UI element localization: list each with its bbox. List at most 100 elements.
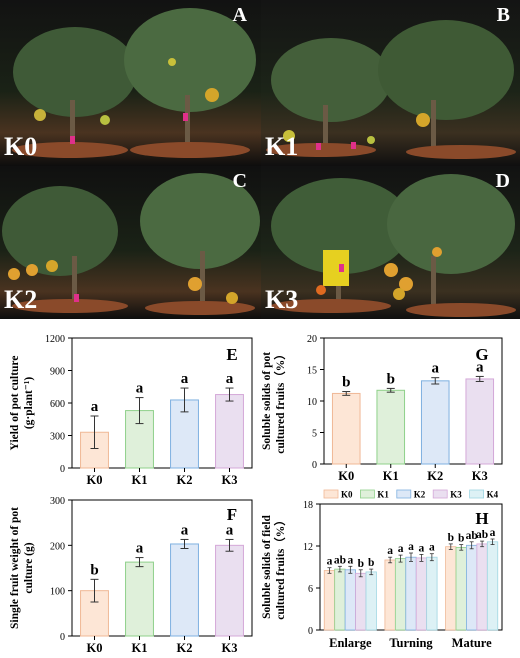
significance-label: a [398,543,404,555]
y-tick-label: 5 [312,429,317,440]
bar-k2 [466,544,478,631]
y-tick-label: 0 [60,464,65,475]
significance-label: b [458,533,464,545]
x-tick-label: K0 [338,469,354,483]
bar-k1 [394,558,407,631]
tree-illustration [266,20,516,159]
y-axis-label: Soluble solids of pot cultured fruits（%） [261,348,287,454]
legend-label: K1 [377,490,389,500]
significance-label: a [347,554,353,566]
tree-illustration [2,173,260,315]
significance-label: ab [334,554,346,566]
bar-k2 [344,569,356,631]
legend-swatch-k0 [323,489,339,499]
treatment-label: K0 [4,132,38,161]
bar-k2 [420,380,450,465]
photo-panel-d: D K3 [261,166,520,319]
panel-letter: A [232,4,247,26]
treatment-label: K2 [4,285,38,314]
y-axis-label-line: Soluble solids of pot [261,352,273,450]
y-axis-label-line: Soluble solids of field [261,514,273,618]
y-tick-label: 10 [307,397,317,408]
y-axis-label-line: (g·plant⁻¹) [23,377,35,429]
y-axis-label-line: Yield of pot culture [9,356,21,451]
x-tick-label: K0 [87,473,103,487]
significance-label: ab [466,530,478,542]
x-tick-label: Turning [389,636,433,650]
treatment-label: K3 [265,285,299,314]
plot-frame [71,499,253,637]
significance-label: b [358,558,364,570]
significance-label: b [90,562,98,578]
significance-label: a [136,381,144,397]
x-tick-label: K3 [472,469,488,483]
legend: K0 K1 K2 K3 K4 [323,489,499,500]
significance-label: b [387,371,395,387]
x-tick-label: K3 [222,473,238,487]
legend-label: K0 [341,490,353,500]
significance-label: a [136,541,144,557]
x-tick-label: K2 [177,641,193,655]
y-tick-label: 6 [308,584,313,595]
y-tick-label: 12 [303,542,313,553]
legend-label: K2 [414,490,426,500]
treatment-label: K1 [265,132,299,161]
significance-label: a [181,371,189,387]
bar-k2 [405,556,417,631]
chart-panel-f: 0 100 200 300 Single fruit weight of pot cult… [9,496,253,655]
y-tick-label: 600 [50,399,65,410]
significance-label: a [226,522,234,538]
panel-letter: E [226,345,237,364]
y-tick-label: 300 [50,496,65,507]
y-axis-label: Yield of pot culture (g·plant⁻¹) [9,356,35,451]
bar-k3 [355,572,367,631]
y-tick-label: 100 [50,587,65,598]
y-axis-label-line: Single fruit weight of pot [9,507,21,629]
significance-label: a [327,556,333,568]
panel-letter: H [475,509,488,528]
bar-k3 [465,378,495,465]
bar-k3 [215,394,244,469]
y-tick-label: 200 [50,541,65,552]
y-tick-label: 0 [60,632,65,643]
bar-k1 [125,561,154,637]
y-tick-label: 20 [307,334,317,345]
x-tick-label: K1 [132,473,148,487]
y-axis-label-line: cultured fruits（%） [273,348,287,454]
x-tick-label: K1 [132,641,148,655]
legend-swatch-k1 [359,489,375,499]
significance-label: a [490,527,496,539]
significance-label: ab [476,529,488,541]
significance-label: b [448,532,454,544]
x-tick-label: K2 [427,469,443,483]
y-tick-label: 0 [312,460,317,471]
y-axis-label-line: culture (g) [23,542,35,593]
bar-k3 [415,557,428,631]
legend-swatch-k4 [469,489,485,499]
y-tick-label: 1200 [45,334,65,345]
bar-k4 [426,556,438,631]
significance-label: b [368,557,374,569]
significance-label: a [408,541,414,553]
bar-k0 [445,546,457,631]
significance-label: a [91,399,99,415]
panel-letter: G [475,345,488,364]
legend-swatch-k2 [396,489,412,499]
x-tick-label: K1 [383,469,399,483]
bar-k1 [455,546,467,631]
significance-label: a [476,359,484,375]
significance-label: a [387,545,393,557]
chart-panel-e: 0 300 600 900 1200 Yield of pot culture (g·pla… [9,334,253,487]
panel-letter: B [496,4,510,26]
photo-panel-b: B K1 [261,0,520,166]
bar-k0 [331,392,361,465]
bar-k0 [323,570,336,631]
chart-panel-h: 0 6 12 18 Soluble solids of field cultured fr… [261,489,503,650]
y-axis-label: Soluble solids of field cultured fruits（%… [261,514,287,620]
y-tick-label: 900 [50,367,65,378]
photo-panel-a: A K0 [0,0,261,166]
y-axis-label: Single fruit weight of pot culture (g) [9,507,35,629]
bar-k2 [170,543,199,637]
